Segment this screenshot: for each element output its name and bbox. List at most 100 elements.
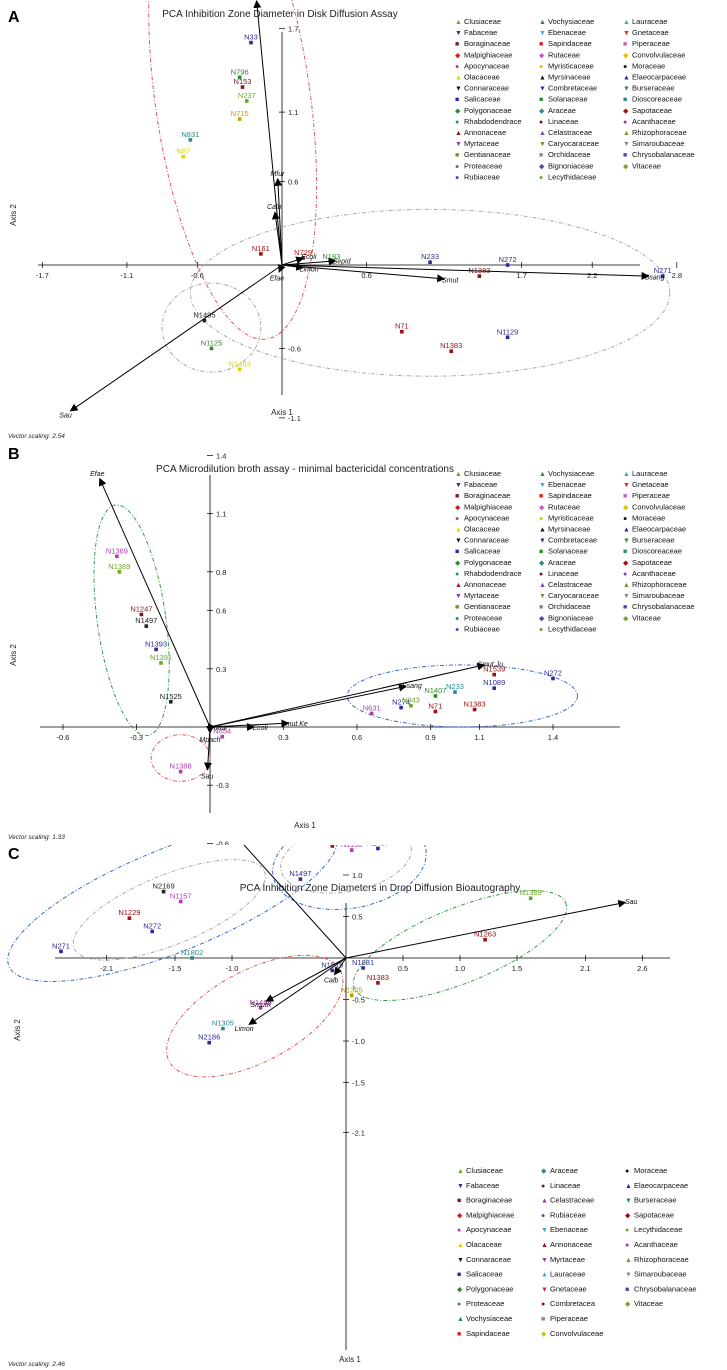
data-point xyxy=(150,929,154,934)
legend-entry: Connaraceae xyxy=(466,1255,511,1264)
data-point xyxy=(117,570,122,574)
legend-entry: Araceae xyxy=(548,558,576,567)
legend-marker: ▼ xyxy=(539,141,546,148)
legend-marker: ◆ xyxy=(623,560,629,567)
legend-marker: ■ xyxy=(455,152,459,159)
legend-entry: Sapotaceae xyxy=(632,558,672,567)
legend-marker: ▼ xyxy=(623,86,630,93)
legend-entry: Annonaceae xyxy=(550,1240,592,1249)
legend-marker: ■ xyxy=(623,604,627,611)
vector-label: Ecoli xyxy=(301,254,317,261)
data-point-label: N1497 xyxy=(289,869,311,878)
y-tick-label: 0.3 xyxy=(216,665,226,674)
x-tick-label: -1.7 xyxy=(36,271,49,280)
data-point xyxy=(492,686,496,690)
data-point-label: N233 xyxy=(446,682,464,691)
cluster-ellipse xyxy=(280,845,412,894)
legend-marker: ● xyxy=(457,1301,461,1308)
data-point-label: N1495 xyxy=(193,311,215,320)
legend-marker: ● xyxy=(623,571,627,578)
legend-marker: ■ xyxy=(455,549,459,556)
legend-marker: ▼ xyxy=(625,1272,632,1279)
legend-entry: Salicaceae xyxy=(466,1270,503,1279)
legend-marker: ▼ xyxy=(457,1257,464,1264)
legend-entry: Acanthaceae xyxy=(634,1240,678,1249)
legend-marker: ▲ xyxy=(623,130,630,137)
vector-scaling-note: Vector scaling: 2.46 xyxy=(8,1361,65,1368)
legend-marker: ● xyxy=(541,1212,545,1219)
legend-marker: ◆ xyxy=(541,1331,547,1338)
vector-label: Sepid xyxy=(333,258,352,265)
legend-entry: Sapindaceae xyxy=(548,39,592,48)
loading-vector xyxy=(281,264,446,283)
legend-marker: ▼ xyxy=(455,86,462,93)
data-point xyxy=(115,554,119,559)
legend-entry: Burseraceae xyxy=(632,84,675,93)
cluster-ellipse xyxy=(166,954,344,1078)
data-point-label: N33 xyxy=(244,33,258,42)
legend-entry: Rhizophoraceae xyxy=(634,1255,689,1264)
legend-marker: ▲ xyxy=(455,582,462,589)
legend-entry: Linaceae xyxy=(550,1181,580,1190)
data-point xyxy=(178,899,183,904)
data-point xyxy=(428,260,432,265)
data-point xyxy=(330,845,335,848)
chart-panel-a: A PCA Inhibition Zone Diameter in Disk Di… xyxy=(0,0,727,445)
y-tick-label: -0.6 xyxy=(216,839,229,845)
y-tick-label: 0.8 xyxy=(216,568,226,577)
loading-vector xyxy=(271,211,283,266)
vector-label: Sau xyxy=(201,774,214,781)
legend-marker: ● xyxy=(455,119,459,126)
vector-label: Sau xyxy=(59,412,72,419)
legend-entry: Gentianaceae xyxy=(464,602,511,611)
legend-marker: ■ xyxy=(539,152,543,159)
legend-marker: ▼ xyxy=(457,1183,464,1190)
data-point-label: N715 xyxy=(231,109,249,118)
chart-panel-b: B PCA Microdilution broth assay - minimal… xyxy=(0,445,727,845)
data-point xyxy=(202,318,207,323)
legend-marker: ● xyxy=(625,1168,629,1175)
legend-entry: Connaraceae xyxy=(464,84,509,93)
legend-entry: Linaceae xyxy=(548,117,578,126)
legend-entry: Fabaceae xyxy=(464,28,497,37)
legend-marker: ■ xyxy=(539,493,543,500)
legend-marker: ▲ xyxy=(457,1168,464,1175)
legend-marker: ▼ xyxy=(455,482,462,489)
data-point xyxy=(127,916,132,920)
legend-entry: Piperaceae xyxy=(632,491,670,500)
data-point-label: N272 xyxy=(499,255,517,264)
data-point-label: N1229 xyxy=(118,908,140,917)
legend-entry: Clusiaceae xyxy=(466,1166,503,1175)
y-tick-label: -0.6 xyxy=(288,344,301,353)
legend-entry: Apocynaceae xyxy=(464,61,509,70)
legend-entry: Fabaceae xyxy=(464,480,497,489)
legend-entry: Clusiaceae xyxy=(464,469,501,478)
legend-entry: Polygonaceae xyxy=(464,106,512,115)
legend-marker: ● xyxy=(625,1242,629,1249)
loading-vector xyxy=(281,262,305,271)
legend-marker: ▲ xyxy=(625,1257,632,1264)
legend-marker: ▲ xyxy=(623,19,630,26)
legend-marker: ◆ xyxy=(623,504,629,511)
data-point xyxy=(237,75,242,80)
legend-marker: ◆ xyxy=(539,163,545,170)
data-point-label: N343 xyxy=(402,696,420,705)
legend-entry: Vochysiaceae xyxy=(466,1314,512,1323)
legend-marker: ▼ xyxy=(625,1198,632,1205)
data-point-label: N1539 xyxy=(483,665,505,674)
vector-label: Limon xyxy=(235,1026,254,1033)
legend-marker: ▲ xyxy=(457,1316,464,1323)
legend-marker: ◆ xyxy=(455,52,461,59)
legend-marker: ● xyxy=(539,63,543,70)
legend-marker: ◆ xyxy=(623,615,629,622)
x-tick-label: 1.5 xyxy=(512,964,522,973)
data-point xyxy=(220,734,225,739)
legend-entry: Myrsinaceae xyxy=(548,73,591,82)
data-point xyxy=(154,647,158,652)
vector-label: Smut xyxy=(442,277,459,284)
vector-label: Ssang xyxy=(645,274,665,281)
legend-marker: ■ xyxy=(623,549,627,556)
legend-entry: Polygonaceae xyxy=(464,558,512,567)
vector-scaling-note: Vector scaling: 2.54 xyxy=(8,433,65,440)
legend-entry: Malpighiaceae xyxy=(466,1210,514,1219)
